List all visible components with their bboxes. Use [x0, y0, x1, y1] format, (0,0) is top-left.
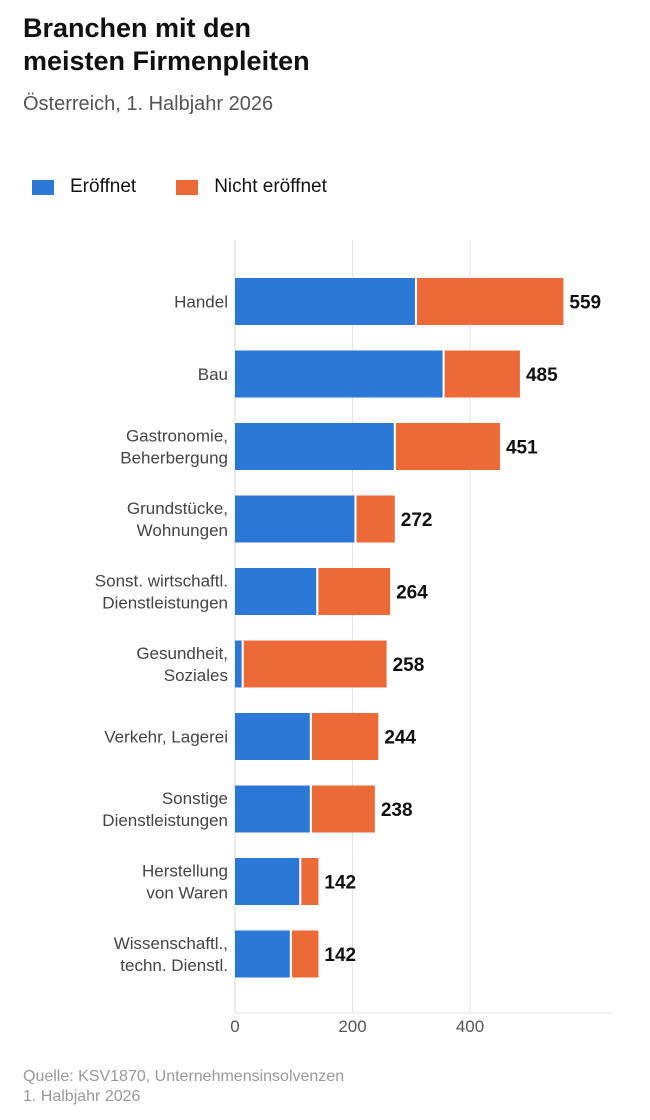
bar-chart: 0 200 400 Handel 559 Bau 485 Gastronomie, Beherb…: [95, 240, 612, 1036]
bar-total-label-0: 559: [569, 293, 601, 314]
bar-segment-eroeffnet-3: [235, 495, 356, 543]
category-label-8: Herstellung von Waren: [142, 862, 228, 903]
bar-total-label-3: 272: [401, 510, 433, 531]
bar-total-label-6: 244: [384, 728, 416, 749]
chart-title-line-2: meisten Firmenpleiten: [23, 46, 310, 76]
legend-label-eroeffnet: Eröffnet: [70, 176, 137, 197]
category-label-5: Gesundheit, Soziales: [136, 644, 228, 685]
bar-segment-eroeffnet-9: [235, 930, 291, 978]
category-label-3: Grundstücke, Wohnungen: [127, 499, 228, 540]
category-label-1: Bau: [198, 365, 228, 384]
bar-segment-eroeffnet-6: [235, 713, 311, 760]
category-label-line: Soziales: [164, 666, 228, 685]
bar-total-label-5: 258: [393, 655, 425, 676]
category-label-line: techn. Dienstl.: [120, 956, 228, 975]
category-label-line: Wohnungen: [137, 521, 228, 540]
bar-total-label-1: 485: [526, 365, 558, 386]
category-label-6: Verkehr, Lagerei: [104, 728, 228, 747]
category-label-line: Wissenschaftl.,: [114, 934, 228, 953]
chart-title-line-1: Branchen mit den: [23, 13, 252, 43]
bar-total-label-4: 264: [396, 583, 428, 604]
bar-total-label-8: 142: [324, 873, 356, 894]
category-label-line: Gesundheit,: [136, 644, 228, 663]
source-line-2: 1. Halbjahr 2026: [23, 1088, 141, 1105]
category-label-2: Gastronomie, Beherbergung: [120, 427, 228, 468]
bar-segment-nicht-eroeffnet-4: [318, 568, 391, 615]
bar-segment-nicht-eroeffnet-9: [291, 930, 319, 978]
x-tick-label-400: 400: [456, 1017, 484, 1036]
bar-segment-eroeffnet-7: [235, 785, 311, 833]
bar-segment-nicht-eroeffnet-2: [395, 423, 500, 470]
legend-swatch-eroeffnet: [32, 179, 54, 195]
category-label-0: Handel: [174, 293, 228, 312]
bar-segment-eroeffnet-2: [235, 423, 395, 470]
bar-segment-nicht-eroeffnet-5: [243, 640, 387, 688]
bar-segment-eroeffnet-4: [235, 568, 318, 615]
category-label-line: Beherbergung: [120, 449, 228, 468]
bar-segment-nicht-eroeffnet-7: [311, 785, 375, 833]
bar-segment-nicht-eroeffnet-0: [416, 278, 564, 325]
legend-label-nicht-eroeffnet: Nicht eröffnet: [214, 176, 327, 197]
source-line-1: Quelle: KSV1870, Unternehmensinsolvenzen: [23, 1068, 345, 1085]
category-label-9: Wissenschaftl., techn. Dienstl.: [114, 934, 228, 975]
bar-total-label-7: 238: [381, 800, 413, 821]
bar-segment-nicht-eroeffnet-1: [444, 350, 520, 398]
category-label-line: Verkehr, Lagerei: [104, 728, 228, 747]
source-note: Quelle: KSV1870, Unternehmensinsolvenzen…: [23, 1067, 344, 1107]
legend-swatch-nicht-eroeffnet: [176, 179, 199, 195]
category-label-4: Sonst. wirtschaftl. Dienstleistungen: [95, 572, 228, 613]
x-tick-label-0: 0: [230, 1017, 239, 1036]
legend-item-nicht-eroeffnet: Nicht eröffnet: [176, 176, 327, 198]
chart-subtitle: Österreich, 1. Halbjahr 2026: [23, 93, 274, 115]
bar-segment-nicht-eroeffnet-3: [356, 495, 395, 543]
category-label-line: Grundstücke,: [127, 499, 228, 518]
bar-segment-eroeffnet-0: [235, 278, 416, 325]
bar-segment-eroeffnet-1: [235, 350, 444, 398]
bar-total-label-2: 451: [506, 438, 538, 459]
legend: Eröffnet Nicht eröffnet: [32, 176, 367, 198]
category-label-line: Herstellung: [142, 862, 228, 881]
chart-title: Branchen mit den meisten Firmenpleiten: [23, 12, 623, 78]
bar-segment-nicht-eroeffnet-6: [311, 713, 379, 760]
category-label-line: Bau: [198, 365, 228, 384]
bar-segment-eroeffnet-5: [235, 640, 243, 688]
category-label-line: Sonst. wirtschaftl.: [95, 572, 228, 591]
bar-segment-eroeffnet-8: [235, 858, 301, 905]
category-label-line: Handel: [174, 293, 228, 312]
x-tick-label-200: 200: [338, 1017, 366, 1036]
bar-total-label-9: 142: [324, 945, 356, 966]
legend-item-eroeffnet: Eröffnet: [32, 176, 136, 198]
category-label-7: Sonstige Dienstleistungen: [102, 789, 228, 830]
category-label-line: Gastronomie,: [126, 427, 228, 446]
category-label-line: Dienstleistungen: [102, 594, 228, 613]
category-label-line: Dienstleistungen: [102, 811, 228, 830]
category-label-line: Sonstige: [162, 789, 228, 808]
bar-segment-nicht-eroeffnet-8: [301, 858, 319, 905]
category-label-line: von Waren: [146, 884, 228, 903]
